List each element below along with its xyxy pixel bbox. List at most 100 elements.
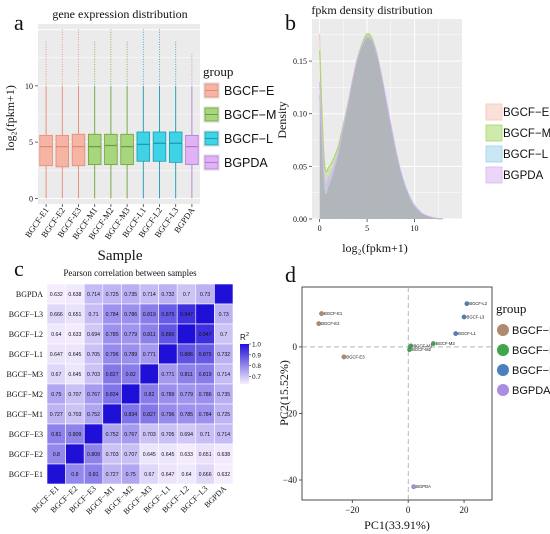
heatmap-cell-label: 0.633 <box>180 452 193 458</box>
outlier-point <box>126 53 128 56</box>
pca-point <box>341 354 347 360</box>
legend-label: BGCF−L <box>503 149 549 161</box>
boxplot-boxes <box>39 29 199 199</box>
outlier-point <box>175 51 177 53</box>
legend-key <box>485 124 503 142</box>
outlier-point <box>61 46 63 48</box>
box-body <box>120 133 134 166</box>
outlier-point <box>142 73 144 75</box>
heatmap-cell-label: 0.727 <box>50 412 63 418</box>
outlier-point <box>175 46 177 48</box>
outlier-point <box>175 48 177 51</box>
heatmap-cell-label: 0.786 <box>199 392 212 398</box>
box-body <box>168 131 183 163</box>
heatmap-cell-label: 0.703 <box>68 412 81 418</box>
heatmap-cell-label: 0.771 <box>161 372 174 378</box>
outlier-point <box>94 46 96 48</box>
outlier-point <box>175 66 177 68</box>
outlier-point <box>142 44 144 46</box>
outlier-point <box>61 81 63 83</box>
outlier-point <box>191 53 193 56</box>
outlier-point <box>175 76 177 78</box>
outlier-point <box>142 53 144 56</box>
outlier-point <box>110 68 112 70</box>
heatmap-cell-label: 0.64 <box>51 332 61 338</box>
outlier-point <box>142 41 144 43</box>
outlier-point <box>77 36 80 38</box>
outlier-point <box>94 63 96 65</box>
outlier-point <box>45 56 47 58</box>
pca-point-label: BGCF-M3 <box>436 341 456 346</box>
colorbar-title-superscript: 2 <box>246 332 249 338</box>
colorbar-tick-label: 1.0 <box>252 342 261 349</box>
outlier-point <box>110 41 112 43</box>
outlier-point <box>158 76 161 78</box>
outlier-point <box>45 83 47 85</box>
heatmap-cell-label: 0.75 <box>51 392 61 398</box>
legend-label: BGPDA <box>224 156 268 170</box>
heatmap-cell-label: 0.666 <box>199 472 212 478</box>
outlier-point <box>158 51 161 53</box>
heatmap-cell-label: 0.784 <box>106 312 119 318</box>
outlier-point <box>175 81 177 83</box>
heatmap-cell-label: 0.714 <box>143 292 156 298</box>
outlier-point <box>191 68 193 70</box>
heatmap-cell-label: 0.752 <box>106 432 119 438</box>
outlier-point <box>94 53 96 56</box>
legend-key <box>485 166 503 184</box>
heatmap-cell-label: 0.633 <box>68 332 81 338</box>
heatmap-cell-label: 0.8 <box>71 472 78 478</box>
boxplot-y-axis-label: log₂(fpkm+1) <box>3 85 17 151</box>
heatmap-cell-label: 0.886 <box>180 352 193 358</box>
legend-label: BGCF−L <box>224 132 273 146</box>
outlier-point <box>142 66 144 68</box>
heatmap-cell-label: 0.645 <box>68 372 81 378</box>
outlier-point <box>45 41 47 43</box>
y-tick-label: 0 <box>29 194 33 203</box>
y-tick-label: −40 <box>283 475 298 485</box>
outlier-point <box>126 76 128 78</box>
density-overlap <box>319 37 444 219</box>
pca-point <box>430 341 436 346</box>
heatmap-cell-label: 0.732 <box>161 292 174 298</box>
outlier-point <box>175 83 177 85</box>
outlier-point <box>110 36 112 38</box>
panel-label-d: d <box>285 262 296 287</box>
outlier-point <box>110 66 112 68</box>
outlier-point <box>191 76 193 78</box>
outlier-point <box>126 63 128 65</box>
pca-point <box>316 321 322 326</box>
outlier-point <box>191 83 193 85</box>
outlier-point <box>61 56 63 58</box>
heatmap-cell-label: 0.67 <box>144 472 154 478</box>
outlier-point <box>45 76 47 78</box>
outlier-point <box>126 83 128 85</box>
heatmap-cell-label: 0.779 <box>124 332 137 338</box>
x-tick-label: 0 <box>406 505 411 515</box>
heatmap-cells: 0.632 0.638 0.714 0.725 0.735 0.714 0.732 0.7 0.… <box>46 283 234 485</box>
outlier-point <box>61 76 63 78</box>
density-x-axis-label: log₂(fpkm+1) <box>342 241 408 255</box>
outlier-point <box>94 48 96 51</box>
pca-point-label: BGCF-M2 <box>412 347 432 352</box>
x-tick-label: −20 <box>345 505 360 515</box>
outlier-point <box>142 78 144 80</box>
density-y-axis-label: Density <box>275 101 289 138</box>
heatmap-cell-label: 0.64 <box>181 472 191 478</box>
heatmap-cell-label: 0.752 <box>87 412 100 418</box>
outlier-point <box>77 39 80 41</box>
outlier-point <box>110 83 112 85</box>
outlier-point <box>45 73 47 75</box>
outlier-point <box>77 51 80 53</box>
outlier-point <box>191 63 193 65</box>
pca-legend: BGCF−E BGCF−M BGCF−L BGPDA <box>497 324 550 397</box>
legend-key <box>485 145 503 163</box>
heatmap-cell-label: 0.645 <box>161 452 174 458</box>
boxplot-legend-title: group <box>203 64 233 79</box>
outlier-point <box>61 53 63 56</box>
outlier-point <box>45 63 47 65</box>
outlier-point <box>110 71 112 73</box>
outlier-point <box>175 44 177 46</box>
